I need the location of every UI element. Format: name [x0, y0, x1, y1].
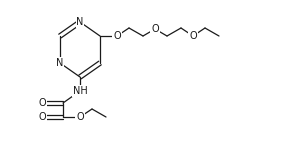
Text: O: O — [151, 24, 159, 34]
Text: N: N — [56, 58, 64, 68]
Text: O: O — [189, 31, 197, 41]
Text: O: O — [113, 31, 121, 41]
Text: NH: NH — [73, 86, 87, 96]
Text: O: O — [38, 98, 46, 108]
Text: O: O — [38, 112, 46, 122]
Text: N: N — [76, 17, 84, 27]
Text: O: O — [76, 112, 84, 122]
